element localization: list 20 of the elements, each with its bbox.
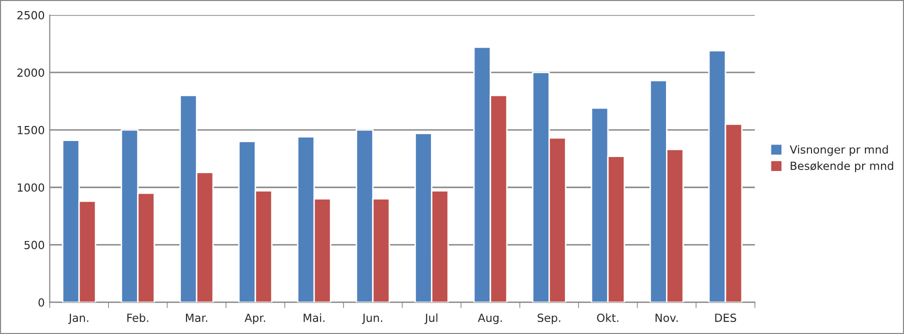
legend-label: Visnonger pr mnd xyxy=(790,145,888,156)
y-tick-label: 1500 xyxy=(18,126,44,134)
y-tick-label: 1000 xyxy=(18,183,44,192)
x-tick-label: Mai. xyxy=(304,313,324,322)
legend-label: Besøkende pr mnd xyxy=(790,161,894,172)
y-tick-label: 0 xyxy=(38,298,44,307)
x-tick-label: Jul xyxy=(424,313,438,324)
y-tick-label: 2000 xyxy=(17,68,44,77)
y-tick-label: 2500 xyxy=(17,11,44,20)
x-tick-label: Apr. xyxy=(244,314,266,324)
x-tick-label: Mar. xyxy=(186,314,208,322)
x-tick-label: Nov. xyxy=(656,314,678,322)
x-tick-label: DES xyxy=(715,314,736,322)
y-tick-label: 500 xyxy=(24,240,44,250)
x-tick-label: Feb. xyxy=(127,313,148,322)
x-tick-label: Aug. xyxy=(478,314,502,324)
x-tick-label: Okt. xyxy=(597,313,618,322)
x-tick-label: Sep. xyxy=(538,314,560,324)
x-tick-label: Jan. xyxy=(68,314,88,324)
x-tick-label: Jun. xyxy=(362,314,382,324)
